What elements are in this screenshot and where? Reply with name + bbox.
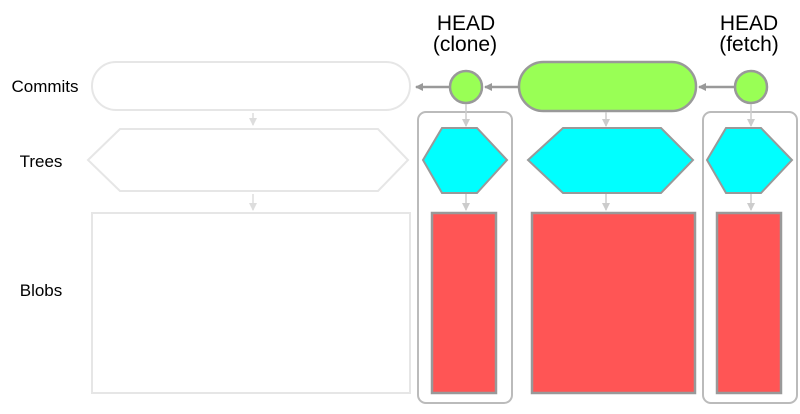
commit-fetched-range <box>517 60 698 113</box>
clone-group-box <box>417 111 513 404</box>
head-fetch-label-2: (fetch) <box>719 33 779 56</box>
tree-arrows <box>462 104 755 211</box>
blob-fetched <box>530 211 697 395</box>
row-label-blobs: Blobs <box>20 281 63 300</box>
tree-fetch <box>705 127 794 194</box>
head-clone-label-2: (clone) <box>433 33 497 56</box>
head-fetch-label-1: HEAD <box>720 12 778 35</box>
commit-clone-head <box>448 69 484 105</box>
blob-clone <box>430 211 498 395</box>
tree-clone <box>421 127 509 194</box>
faded-tree <box>86 128 410 192</box>
faded-commit <box>91 61 411 111</box>
commit-fetch-head <box>733 69 769 105</box>
faded-blob <box>91 212 411 394</box>
tree-fetched <box>526 127 695 194</box>
row-label-commits: Commits <box>11 77 78 96</box>
blob-fetch <box>715 211 783 395</box>
row-label-trees: Trees <box>20 152 63 171</box>
fetch-group-box <box>702 111 798 404</box>
head-clone-label-1: HEAD <box>437 12 495 35</box>
